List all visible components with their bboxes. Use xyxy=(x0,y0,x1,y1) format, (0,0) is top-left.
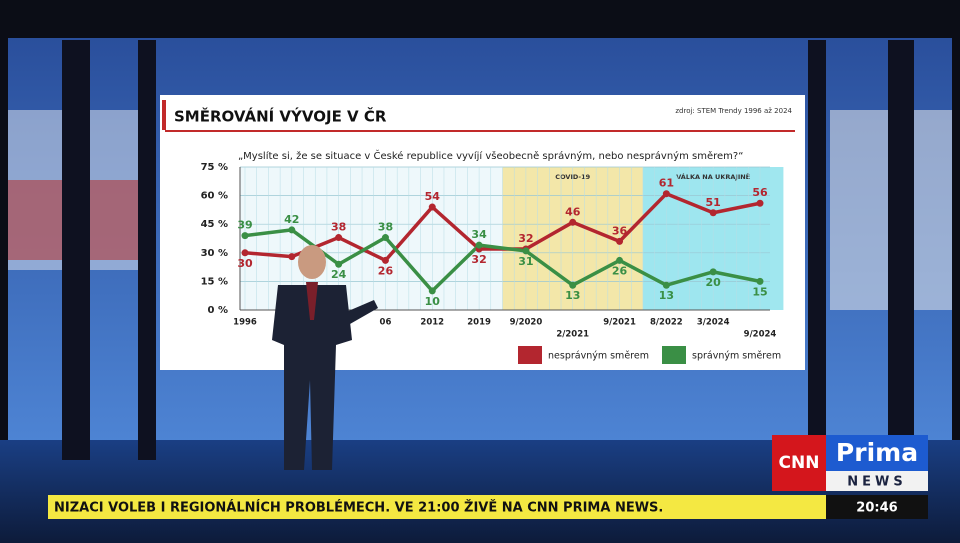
x-tick-label: 2/2021 xyxy=(556,330,589,340)
data-label: 24 xyxy=(331,268,347,281)
x-tick-label: 2012 xyxy=(420,318,444,328)
x-tick-label: 9/2021 xyxy=(603,318,636,328)
presenter-head xyxy=(298,245,326,279)
data-label: 20 xyxy=(706,276,722,289)
pillar xyxy=(808,40,826,460)
data-label: 15 xyxy=(752,285,767,298)
data-point xyxy=(475,241,483,249)
legend-swatch xyxy=(518,346,542,364)
data-point xyxy=(756,277,764,285)
data-point xyxy=(381,234,389,242)
data-point xyxy=(662,190,670,198)
y-tick-label: 30 % xyxy=(201,248,228,259)
data-point xyxy=(709,209,717,217)
presenter-tie xyxy=(306,282,318,320)
logo-cnn: CNN xyxy=(779,453,820,473)
presenter-body xyxy=(272,285,352,470)
presenter xyxy=(272,245,378,470)
data-point xyxy=(241,232,249,240)
y-tick-label: 15 % xyxy=(201,276,228,287)
clock-box xyxy=(826,495,928,519)
x-tick-label: 1996 xyxy=(233,318,257,328)
pillar xyxy=(138,40,156,460)
data-label: 32 xyxy=(518,232,533,245)
x-tick-label: 9/2020 xyxy=(510,318,543,328)
data-point xyxy=(288,226,296,234)
data-label: 39 xyxy=(237,219,252,232)
data-label: 31 xyxy=(518,255,533,268)
legend-swatch xyxy=(662,346,686,364)
data-label: 32 xyxy=(471,253,486,266)
y-tick-label: 0 % xyxy=(208,305,228,316)
data-point xyxy=(381,256,389,264)
data-point xyxy=(616,237,624,245)
data-point xyxy=(616,256,624,264)
y-tick-label: 60 % xyxy=(201,191,228,202)
clock: 20:46 xyxy=(856,501,897,516)
data-label: 34 xyxy=(471,228,487,241)
data-label: 54 xyxy=(425,190,441,203)
data-label: 51 xyxy=(706,196,721,209)
data-label: 42 xyxy=(284,213,299,226)
chart-subtitle: „Myslíte si, že se situace v České repub… xyxy=(238,149,743,162)
data-label: 38 xyxy=(331,221,346,234)
data-point xyxy=(662,281,670,289)
pillar xyxy=(62,40,90,460)
data-label: 61 xyxy=(659,177,674,190)
data-label: 26 xyxy=(378,264,394,277)
data-point xyxy=(569,281,577,289)
x-tick-label: 8/2022 xyxy=(650,318,683,328)
pillar xyxy=(888,40,914,460)
data-label: 10 xyxy=(425,295,441,308)
title-rule xyxy=(165,130,795,132)
data-label: 36 xyxy=(612,224,628,237)
data-point xyxy=(709,268,717,276)
x-tick-label: 06 xyxy=(380,318,392,328)
data-label: 26 xyxy=(612,264,628,277)
data-label: 46 xyxy=(565,205,581,218)
y-tick-label: 45 % xyxy=(201,219,228,230)
chart-title: SMĚROVÁNÍ VÝVOJE V ČR xyxy=(174,107,387,126)
data-point xyxy=(522,247,530,255)
y-tick-label: 75 % xyxy=(201,162,228,173)
logo-news-box xyxy=(826,471,928,491)
x-tick-label: 2019 xyxy=(467,318,491,328)
title-accent xyxy=(162,100,166,130)
data-label: 56 xyxy=(752,186,768,199)
data-label: 13 xyxy=(565,289,580,302)
data-label: 38 xyxy=(378,221,393,234)
legend-label: nesprávným směrem xyxy=(548,351,649,362)
logo-cnn-box xyxy=(772,435,826,491)
data-point xyxy=(428,287,436,295)
data-label: 30 xyxy=(237,257,253,270)
presenter-arm xyxy=(346,300,378,324)
logo-news: NEWS xyxy=(847,475,906,490)
logo-prima: Prima xyxy=(836,438,918,467)
data-point xyxy=(428,203,436,211)
data-label: 13 xyxy=(659,289,674,302)
chart-source: zdroj: STEM Trendy 1996 až 2024 xyxy=(675,107,792,115)
data-point xyxy=(569,218,577,226)
data-point xyxy=(335,260,343,268)
data-point xyxy=(756,199,764,207)
ticker-bar xyxy=(48,495,826,519)
data-point xyxy=(288,253,296,261)
ticker-text: NIZACI VOLEB I REGIONÁLNÍCH PROBLÉMECH. … xyxy=(54,500,663,516)
logo-prima-box xyxy=(826,435,928,471)
x-tick-label: 9/2024 xyxy=(744,330,777,340)
legend-label: správným směrem xyxy=(692,351,781,362)
data-point xyxy=(335,234,343,242)
series-line xyxy=(244,228,761,293)
data-point xyxy=(241,249,249,257)
x-tick-label: 3/2024 xyxy=(697,318,730,328)
